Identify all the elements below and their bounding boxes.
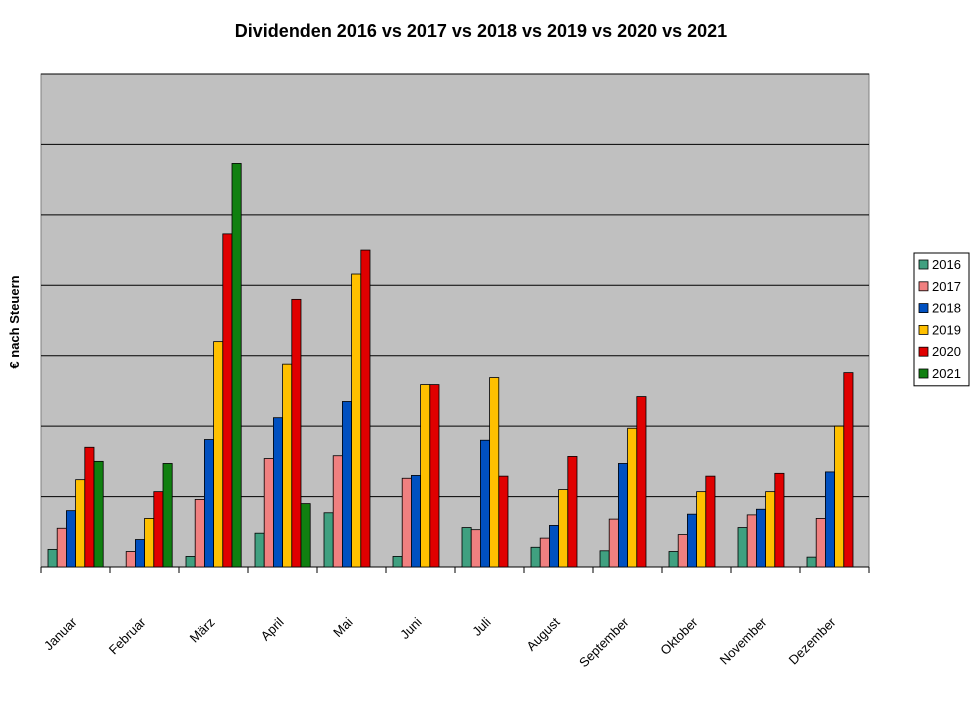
x-tick-label: März — [187, 615, 218, 646]
bar-2019-november — [765, 491, 776, 568]
plot-area: Januar Februar März April Mai Juni Juli August S… — [40, 73, 870, 670]
bar-2020-oktober — [705, 475, 716, 568]
bar-2018-september — [618, 463, 629, 568]
bar-2018-märz — [203, 439, 214, 568]
bar-2016-januar — [47, 548, 58, 568]
bar-2017-juli — [470, 529, 481, 568]
bar-2016-november — [737, 527, 748, 568]
bar-2019-juni — [420, 384, 431, 568]
x-tick-label: Oktober — [657, 614, 701, 658]
x-tick-label: Dezember — [786, 614, 839, 667]
bar-2020-februar — [153, 491, 164, 568]
bar-2021-februar — [162, 463, 173, 568]
bar-2018-februar — [134, 539, 145, 568]
bar-2016-september — [599, 550, 610, 568]
bar-2020-januar — [84, 446, 95, 568]
legend-swatch-2017 — [918, 281, 929, 292]
legend-label-2017: 2017 — [932, 279, 961, 294]
bar-2017-dezember — [815, 518, 826, 568]
legend-swatch-2016 — [918, 259, 929, 270]
bar-2018-mai — [341, 401, 352, 568]
bar-2020-september — [636, 396, 647, 568]
bar-2020-juli — [498, 475, 509, 568]
legend-label-2020: 2020 — [932, 344, 961, 359]
y-axis-label: € nach Steuern — [7, 275, 22, 368]
bar-2019-januar — [75, 479, 86, 568]
bar-2018-august — [549, 525, 560, 568]
bar-2018-juli — [479, 439, 490, 568]
x-tick-label: Juli — [469, 614, 493, 638]
legend-label-2018: 2018 — [932, 301, 961, 316]
bar-2020-juni — [429, 384, 440, 568]
bar-2017-mai — [332, 455, 343, 568]
bar-2016-oktober — [668, 551, 679, 568]
bar-2019-april — [282, 363, 293, 568]
bar-2017-oktober — [677, 534, 688, 568]
bar-2017-februar — [125, 551, 136, 568]
bar-2018-november — [756, 508, 767, 568]
chart-title: Dividenden 2016 vs 2017 vs 2018 vs 2019 … — [235, 21, 727, 41]
x-tick-label: August — [523, 614, 562, 653]
x-tick-label: November — [717, 614, 770, 667]
bar-2021-januar — [93, 460, 104, 568]
x-tick-label: April — [258, 614, 287, 643]
legend-label-2019: 2019 — [932, 322, 961, 337]
bar-2021-märz — [231, 163, 242, 568]
bar-2018-oktober — [687, 513, 698, 568]
bar-2018-juni — [410, 475, 421, 568]
bar-2019-september — [627, 427, 638, 568]
bar-2016-april — [254, 532, 265, 568]
x-tick-label: Juni — [397, 614, 425, 642]
legend-label-2021: 2021 — [932, 366, 961, 381]
bar-2017-januar — [56, 527, 67, 568]
bar-2016-märz — [185, 556, 196, 568]
legend-swatch-2018 — [918, 303, 929, 314]
bar-2020-märz — [222, 233, 233, 568]
bar-2017-märz — [194, 498, 205, 568]
bar-2016-dezember — [806, 556, 817, 568]
bar-2016-mai — [323, 512, 334, 568]
bar-2020-mai — [360, 249, 371, 568]
bar-2017-september — [608, 518, 619, 568]
legend: 2016 2017 2018 2019 2020 2021 — [913, 252, 970, 387]
bar-2019-oktober — [696, 491, 707, 568]
bar-2020-november — [774, 472, 785, 568]
bar-2017-juni — [401, 477, 412, 568]
legend-swatch-2020 — [918, 346, 929, 357]
bar-2020-dezember — [843, 372, 854, 568]
legend-swatch-2021 — [918, 368, 929, 379]
bar-2019-mai — [351, 273, 362, 568]
bar-2018-dezember — [825, 471, 836, 568]
bar-2020-august — [567, 456, 578, 568]
bar-2018-april — [272, 417, 283, 568]
bar-2017-august — [539, 537, 550, 568]
bar-2016-juli — [461, 527, 472, 568]
bar-2019-februar — [144, 518, 155, 568]
bar-2019-dezember — [834, 425, 845, 568]
legend-box — [913, 252, 970, 387]
x-tick-label: Januar — [41, 614, 80, 653]
bar-2019-juli — [489, 377, 500, 568]
x-tick-label: September — [576, 614, 632, 670]
legend-label-2016: 2016 — [932, 257, 961, 272]
plot-background — [40, 73, 870, 568]
bar-2018-januar — [66, 510, 77, 568]
bar-2016-august — [530, 546, 541, 568]
bar-2016-juni — [392, 556, 403, 568]
x-tick-label: Februar — [106, 614, 149, 657]
bar-2020-april — [291, 298, 302, 568]
bar-2019-august — [558, 489, 569, 568]
legend-swatch-2019 — [918, 324, 929, 335]
bar-2017-april — [263, 458, 274, 568]
x-tick-label: Mai — [330, 614, 355, 639]
bar-2019-märz — [213, 341, 224, 568]
bar-2021-april — [300, 503, 311, 568]
bar-2017-november — [746, 514, 757, 568]
